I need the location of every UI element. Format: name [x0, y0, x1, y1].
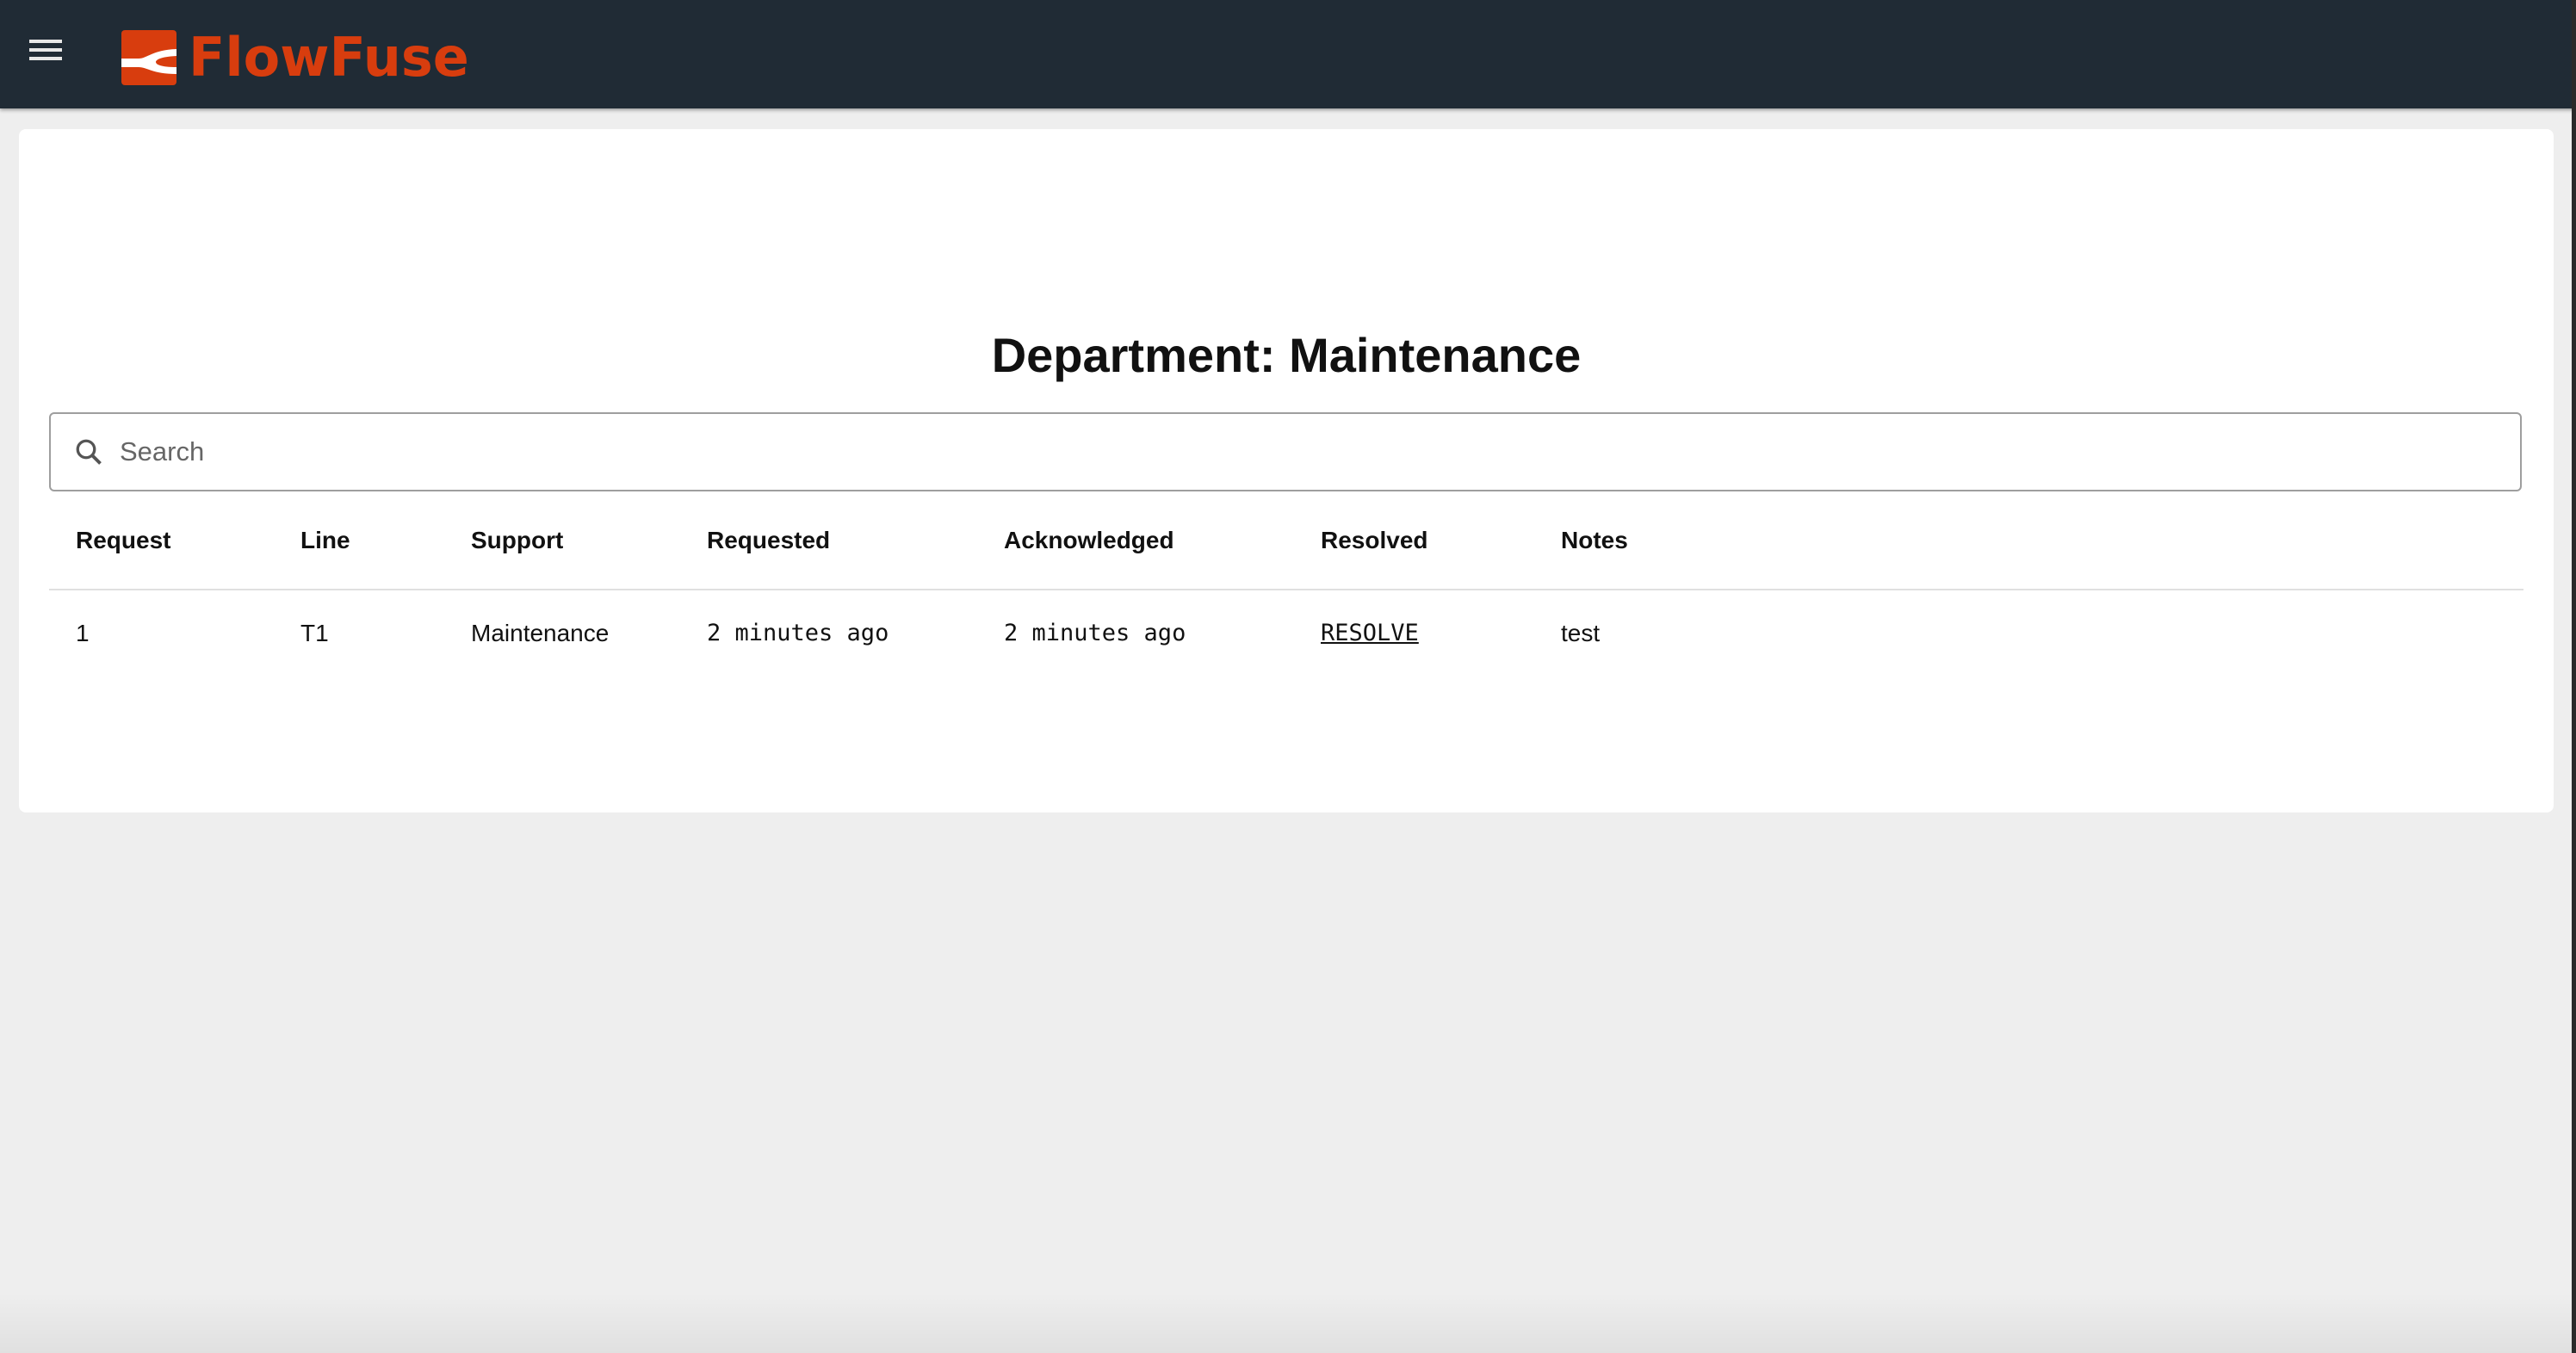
header-divider	[49, 589, 2523, 590]
window-edge	[2572, 0, 2576, 1353]
column-header-notes[interactable]: Notes	[1561, 527, 1628, 553]
column-header-support[interactable]: Support	[471, 527, 564, 553]
column-header-requested[interactable]: Requested	[707, 527, 831, 553]
cell-notes: test	[1561, 620, 1601, 646]
department-card: Department: Maintenance	[19, 129, 2554, 812]
hamburger-menu-button[interactable]	[29, 40, 62, 67]
cell-line: T1	[300, 620, 329, 646]
hamburger-icon-line	[29, 40, 62, 43]
search-input[interactable]	[118, 436, 2446, 468]
flowfuse-logo: FlowFuse	[121, 26, 469, 89]
top-app-bar: FlowFuse	[0, 0, 2576, 108]
search-field[interactable]	[49, 412, 2522, 491]
column-header-request[interactable]: Request	[76, 527, 171, 553]
resolve-link[interactable]: RESOLVE	[1321, 620, 1419, 646]
page-title: Department: Maintenance	[991, 328, 1582, 382]
cell-support: Maintenance	[471, 620, 610, 646]
bottom-shadow	[0, 1293, 2576, 1353]
brand-name: FlowFuse	[189, 26, 469, 89]
column-header-line[interactable]: Line	[300, 527, 350, 553]
hamburger-icon-line	[29, 57, 62, 60]
column-header-acknowledged[interactable]: Acknowledged	[1004, 527, 1174, 553]
search-icon	[76, 439, 102, 465]
cell-requested: 2 minutes ago	[707, 620, 889, 646]
column-header-resolved[interactable]: Resolved	[1321, 527, 1428, 553]
cell-request: 1	[76, 620, 90, 646]
flowfuse-logo-icon	[121, 29, 176, 85]
cell-acknowledged: 2 minutes ago	[1004, 620, 1186, 646]
hamburger-icon-line	[29, 48, 62, 52]
